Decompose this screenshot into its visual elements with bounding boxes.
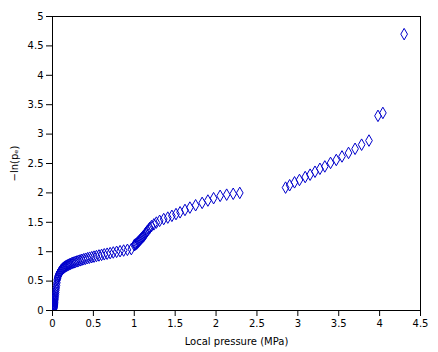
svg-text:4: 4 <box>376 318 382 329</box>
svg-text:3.5: 3.5 <box>331 318 347 329</box>
svg-text:3: 3 <box>295 318 301 329</box>
svg-text:1.5: 1.5 <box>167 318 183 329</box>
svg-text:Local pressure (MPa): Local pressure (MPa) <box>185 336 289 347</box>
svg-text:1: 1 <box>37 246 43 257</box>
svg-text:0.5: 0.5 <box>28 275 44 286</box>
svg-text:0: 0 <box>37 305 43 316</box>
svg-text:4.5: 4.5 <box>28 40 44 51</box>
svg-text:5: 5 <box>37 11 43 22</box>
svg-text:−ln(pₑ): −ln(pₑ) <box>9 146 20 182</box>
svg-text:2: 2 <box>213 318 219 329</box>
svg-text:1: 1 <box>131 318 137 329</box>
svg-text:2: 2 <box>37 187 43 198</box>
svg-text:3.5: 3.5 <box>28 99 44 110</box>
svg-text:0: 0 <box>49 318 55 329</box>
svg-text:3: 3 <box>37 128 43 139</box>
svg-text:4: 4 <box>37 70 43 81</box>
svg-text:1.5: 1.5 <box>28 217 44 228</box>
svg-text:2.5: 2.5 <box>249 318 265 329</box>
svg-text:2.5: 2.5 <box>28 158 44 169</box>
svg-text:0.5: 0.5 <box>85 318 101 329</box>
svg-text:4.5: 4.5 <box>413 318 429 329</box>
